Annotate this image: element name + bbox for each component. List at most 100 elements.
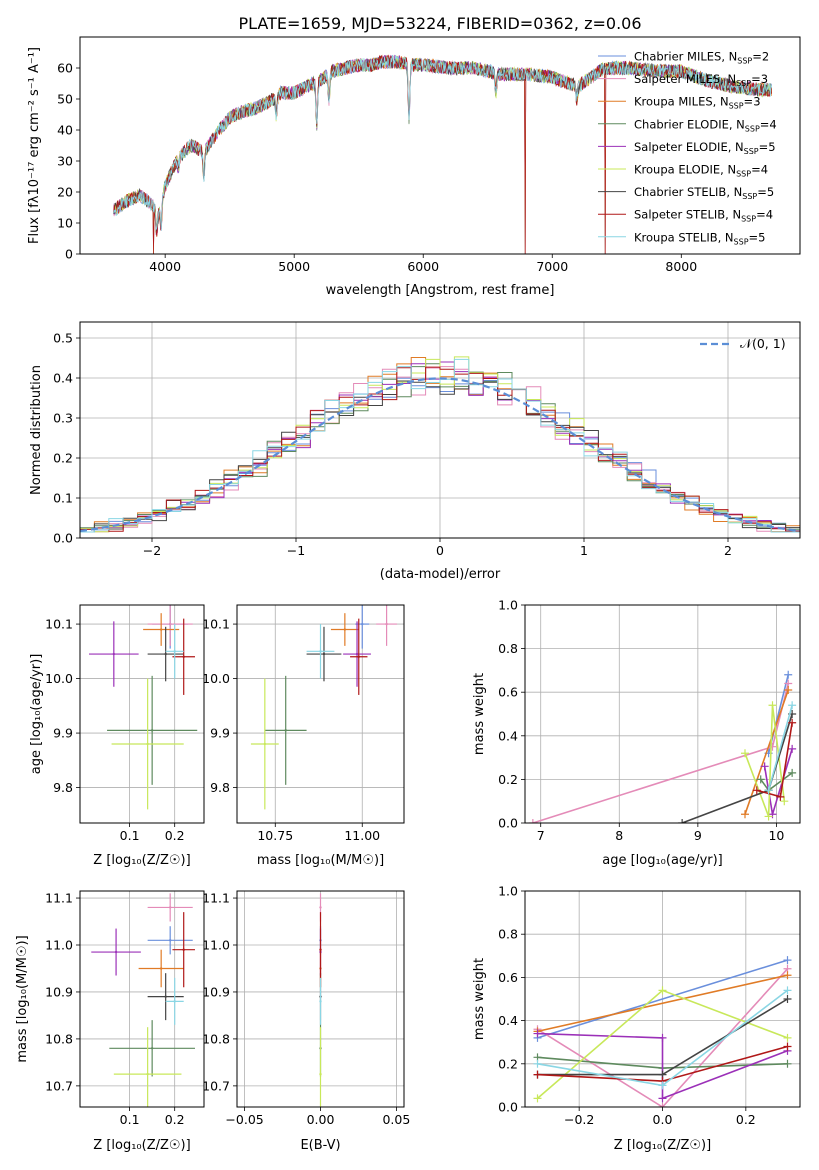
plus-marker [788, 718, 797, 727]
legend-nssp-sub: SSP [744, 147, 759, 156]
y-tick-label: 9.8 [53, 780, 73, 795]
data-point [150, 729, 154, 732]
x-tick-label: 5000 [278, 259, 310, 274]
series-line [537, 968, 789, 1107]
y-tick-label: 10.7 [45, 1078, 73, 1093]
data-point [343, 628, 347, 631]
x-tick-label: 9 [694, 828, 702, 843]
legend-model-name: Chabrier MILES [634, 50, 721, 64]
y-tick-label: 1.0 [498, 884, 518, 899]
plus-marker [741, 810, 749, 819]
legend-label: Salpeter MILES, NSSP=3 [634, 72, 768, 88]
plus-marker [756, 775, 765, 784]
legend-model-name: Salpeter STELIB [634, 208, 725, 222]
plot-area [528, 670, 797, 823]
y-tick-label: 0.0 [498, 816, 518, 831]
plot-area [91, 893, 195, 1107]
legend-nssp-eq: = [760, 117, 770, 131]
y-tick-label: 10 [57, 216, 73, 231]
legend-model-name: Chabrier STELIB [634, 185, 726, 199]
y-tick-label: 10.1 [202, 617, 230, 632]
plus-marker [658, 986, 667, 995]
x-tick-label: 8 [615, 828, 623, 843]
data-point [168, 622, 172, 626]
y-tick-label: 10.0 [202, 671, 230, 686]
y-tick-label: 10.1 [45, 617, 73, 632]
series-line [537, 1032, 788, 1100]
legend-label: Salpeter STELIB, NSSP=4 [634, 208, 773, 224]
legend: 𝒩(0, 1) [700, 336, 786, 351]
legend-nssp-eq: = [757, 185, 767, 199]
x-tick-label: −1 [287, 543, 305, 558]
x-tick-label: 0.2 [165, 828, 185, 843]
data-point [173, 650, 176, 653]
legend-label: Chabrier STELIB, NSSP=5 [634, 185, 774, 201]
legend-nssp-prefix: , N [720, 72, 736, 86]
legend-nssp-sub: SSP [736, 79, 751, 88]
legend-model-name: Salpeter ELODIE [634, 140, 728, 154]
y-tick-label: 40 [57, 123, 73, 138]
plus-marker [533, 1059, 542, 1068]
legend-label: Kroupa STELIB, NSSP=5 [634, 230, 766, 246]
series-line [767, 705, 793, 791]
data-point [173, 1000, 176, 1003]
x-tick-label: 6000 [407, 259, 439, 274]
data-point [182, 948, 185, 951]
plus-marker [764, 812, 773, 821]
plus-marker [533, 1029, 542, 1038]
y-axis-label: mass weight [472, 673, 487, 755]
legend-nssp-sub: SSP [741, 215, 756, 224]
plus-marker [783, 971, 792, 980]
plot-area [319, 893, 322, 1107]
plot-area [89, 605, 198, 810]
plot-area [533, 956, 792, 1107]
y-tick-label: 10.9 [202, 984, 230, 999]
residuals-panel: −2 −1 0 1 2 0.0 0.1 0.2 0.3 0.4 0.5 (data-model)/er… [29, 321, 801, 582]
plus-marker [783, 986, 792, 995]
plus-marker [776, 792, 785, 801]
spectrum-line [113, 54, 772, 231]
legend-nssp-value: 3 [761, 72, 768, 86]
y-tick-label: 10.8 [45, 1031, 73, 1046]
plus-marker [658, 1103, 667, 1107]
plus-marker [741, 749, 749, 758]
legend-nssp-value: 4 [761, 163, 768, 177]
x-tick-label: 10 [768, 828, 784, 843]
spectrum-line [113, 54, 772, 254]
y-tick-label: 0.6 [498, 685, 518, 700]
plus-marker [783, 1033, 792, 1042]
legend-nssp-prefix: , N [728, 140, 744, 154]
legend-nssp-value: 5 [768, 140, 775, 154]
y-tick-label: 0.4 [498, 1013, 518, 1028]
axes-frame [236, 604, 405, 824]
legend-model-name: Salpeter MILES [634, 72, 720, 86]
legend-nssp-eq: = [751, 163, 761, 177]
x-axis-label: Z [log₁₀(Z/Z☉)] [93, 1138, 190, 1153]
plus-marker [764, 786, 773, 795]
histogram-series [80, 366, 800, 532]
data-point [164, 652, 167, 656]
data-point [168, 939, 172, 942]
data-point [284, 729, 287, 732]
plot-area [80, 356, 800, 533]
legend-nssp-prefix: , N [725, 208, 741, 222]
data-point [319, 906, 322, 909]
series-line [537, 959, 788, 1039]
y-tick-label: 10.8 [202, 1031, 230, 1046]
data-point [355, 652, 359, 656]
legend-nssp-prefix: , N [729, 117, 745, 131]
weight-vs-age-panel: 7 8 9 10 0.0 0.2 0.4 0.6 0.8 1.0 age [log₁₀(age/yr… [472, 598, 801, 868]
data-point [150, 1047, 154, 1050]
weight-vs-metallicity-panel: −0.2 0.0 0.2 0.0 0.2 0.4 0.6 0.8 1.0 Z [log₁₀(Z/Z… [472, 884, 801, 1153]
plus-marker [768, 810, 777, 819]
y-tick-label: 9.8 [210, 780, 230, 795]
axes-frame [524, 604, 801, 824]
legend-nssp-sub: SSP [737, 57, 752, 66]
plus-marker [752, 786, 761, 795]
histogram-series [80, 356, 800, 533]
plus-marker [780, 797, 789, 806]
legend-nssp-value: 4 [769, 117, 776, 131]
x-tick-label: 0.0 [653, 1112, 673, 1127]
plus-marker [768, 701, 777, 710]
